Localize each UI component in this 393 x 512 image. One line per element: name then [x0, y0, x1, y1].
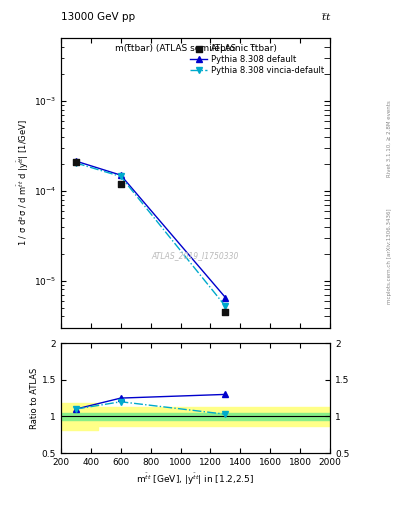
- Pythia 8.308 vincia-default: [73, 160, 78, 166]
- Text: mcplots.cern.ch [arXiv:1306.3436]: mcplots.cern.ch [arXiv:1306.3436]: [387, 208, 392, 304]
- Pythia 8.308 default: [73, 158, 78, 164]
- Pythia 8.308 vincia-default: [118, 174, 123, 180]
- Y-axis label: Ratio to ATLAS: Ratio to ATLAS: [30, 368, 39, 429]
- Pythia 8.308 vincia-default: [223, 303, 228, 309]
- Text: t̅t: t̅t: [322, 12, 330, 22]
- Text: ATLAS_2019_I1750330: ATLAS_2019_I1750330: [152, 251, 239, 260]
- Text: Rivet 3.1.10, ≥ 2.8M events: Rivet 3.1.10, ≥ 2.8M events: [387, 100, 392, 177]
- Y-axis label: 1 / σ d²σ / d m$^{\bar{t}t}$ d |y$^{\bar{t}t}$| [1/GeV]: 1 / σ d²σ / d m$^{\bar{t}t}$ d |y$^{\bar…: [15, 120, 31, 246]
- Text: 13000 GeV pp: 13000 GeV pp: [61, 11, 135, 22]
- ATLAS: [222, 308, 229, 316]
- Line: Pythia 8.308 vincia-default: Pythia 8.308 vincia-default: [72, 159, 229, 310]
- Pythia 8.308 default: [118, 172, 123, 178]
- X-axis label: m$^{\bar{t}t}$ [GeV], |y$^{\bar{t}t}$| in [1.2,2.5]: m$^{\bar{t}t}$ [GeV], |y$^{\bar{t}t}$| i…: [136, 471, 255, 487]
- Pythia 8.308 default: [223, 294, 228, 301]
- Text: m(t̅tbar) (ATLAS semileptonic t̅tbar): m(t̅tbar) (ATLAS semileptonic t̅tbar): [115, 44, 276, 53]
- ATLAS: [73, 158, 79, 166]
- Legend: ATLAS, Pythia 8.308 default, Pythia 8.308 vincia-default: ATLAS, Pythia 8.308 default, Pythia 8.30…: [189, 42, 326, 77]
- ATLAS: [118, 180, 124, 188]
- Line: Pythia 8.308 default: Pythia 8.308 default: [72, 158, 229, 301]
